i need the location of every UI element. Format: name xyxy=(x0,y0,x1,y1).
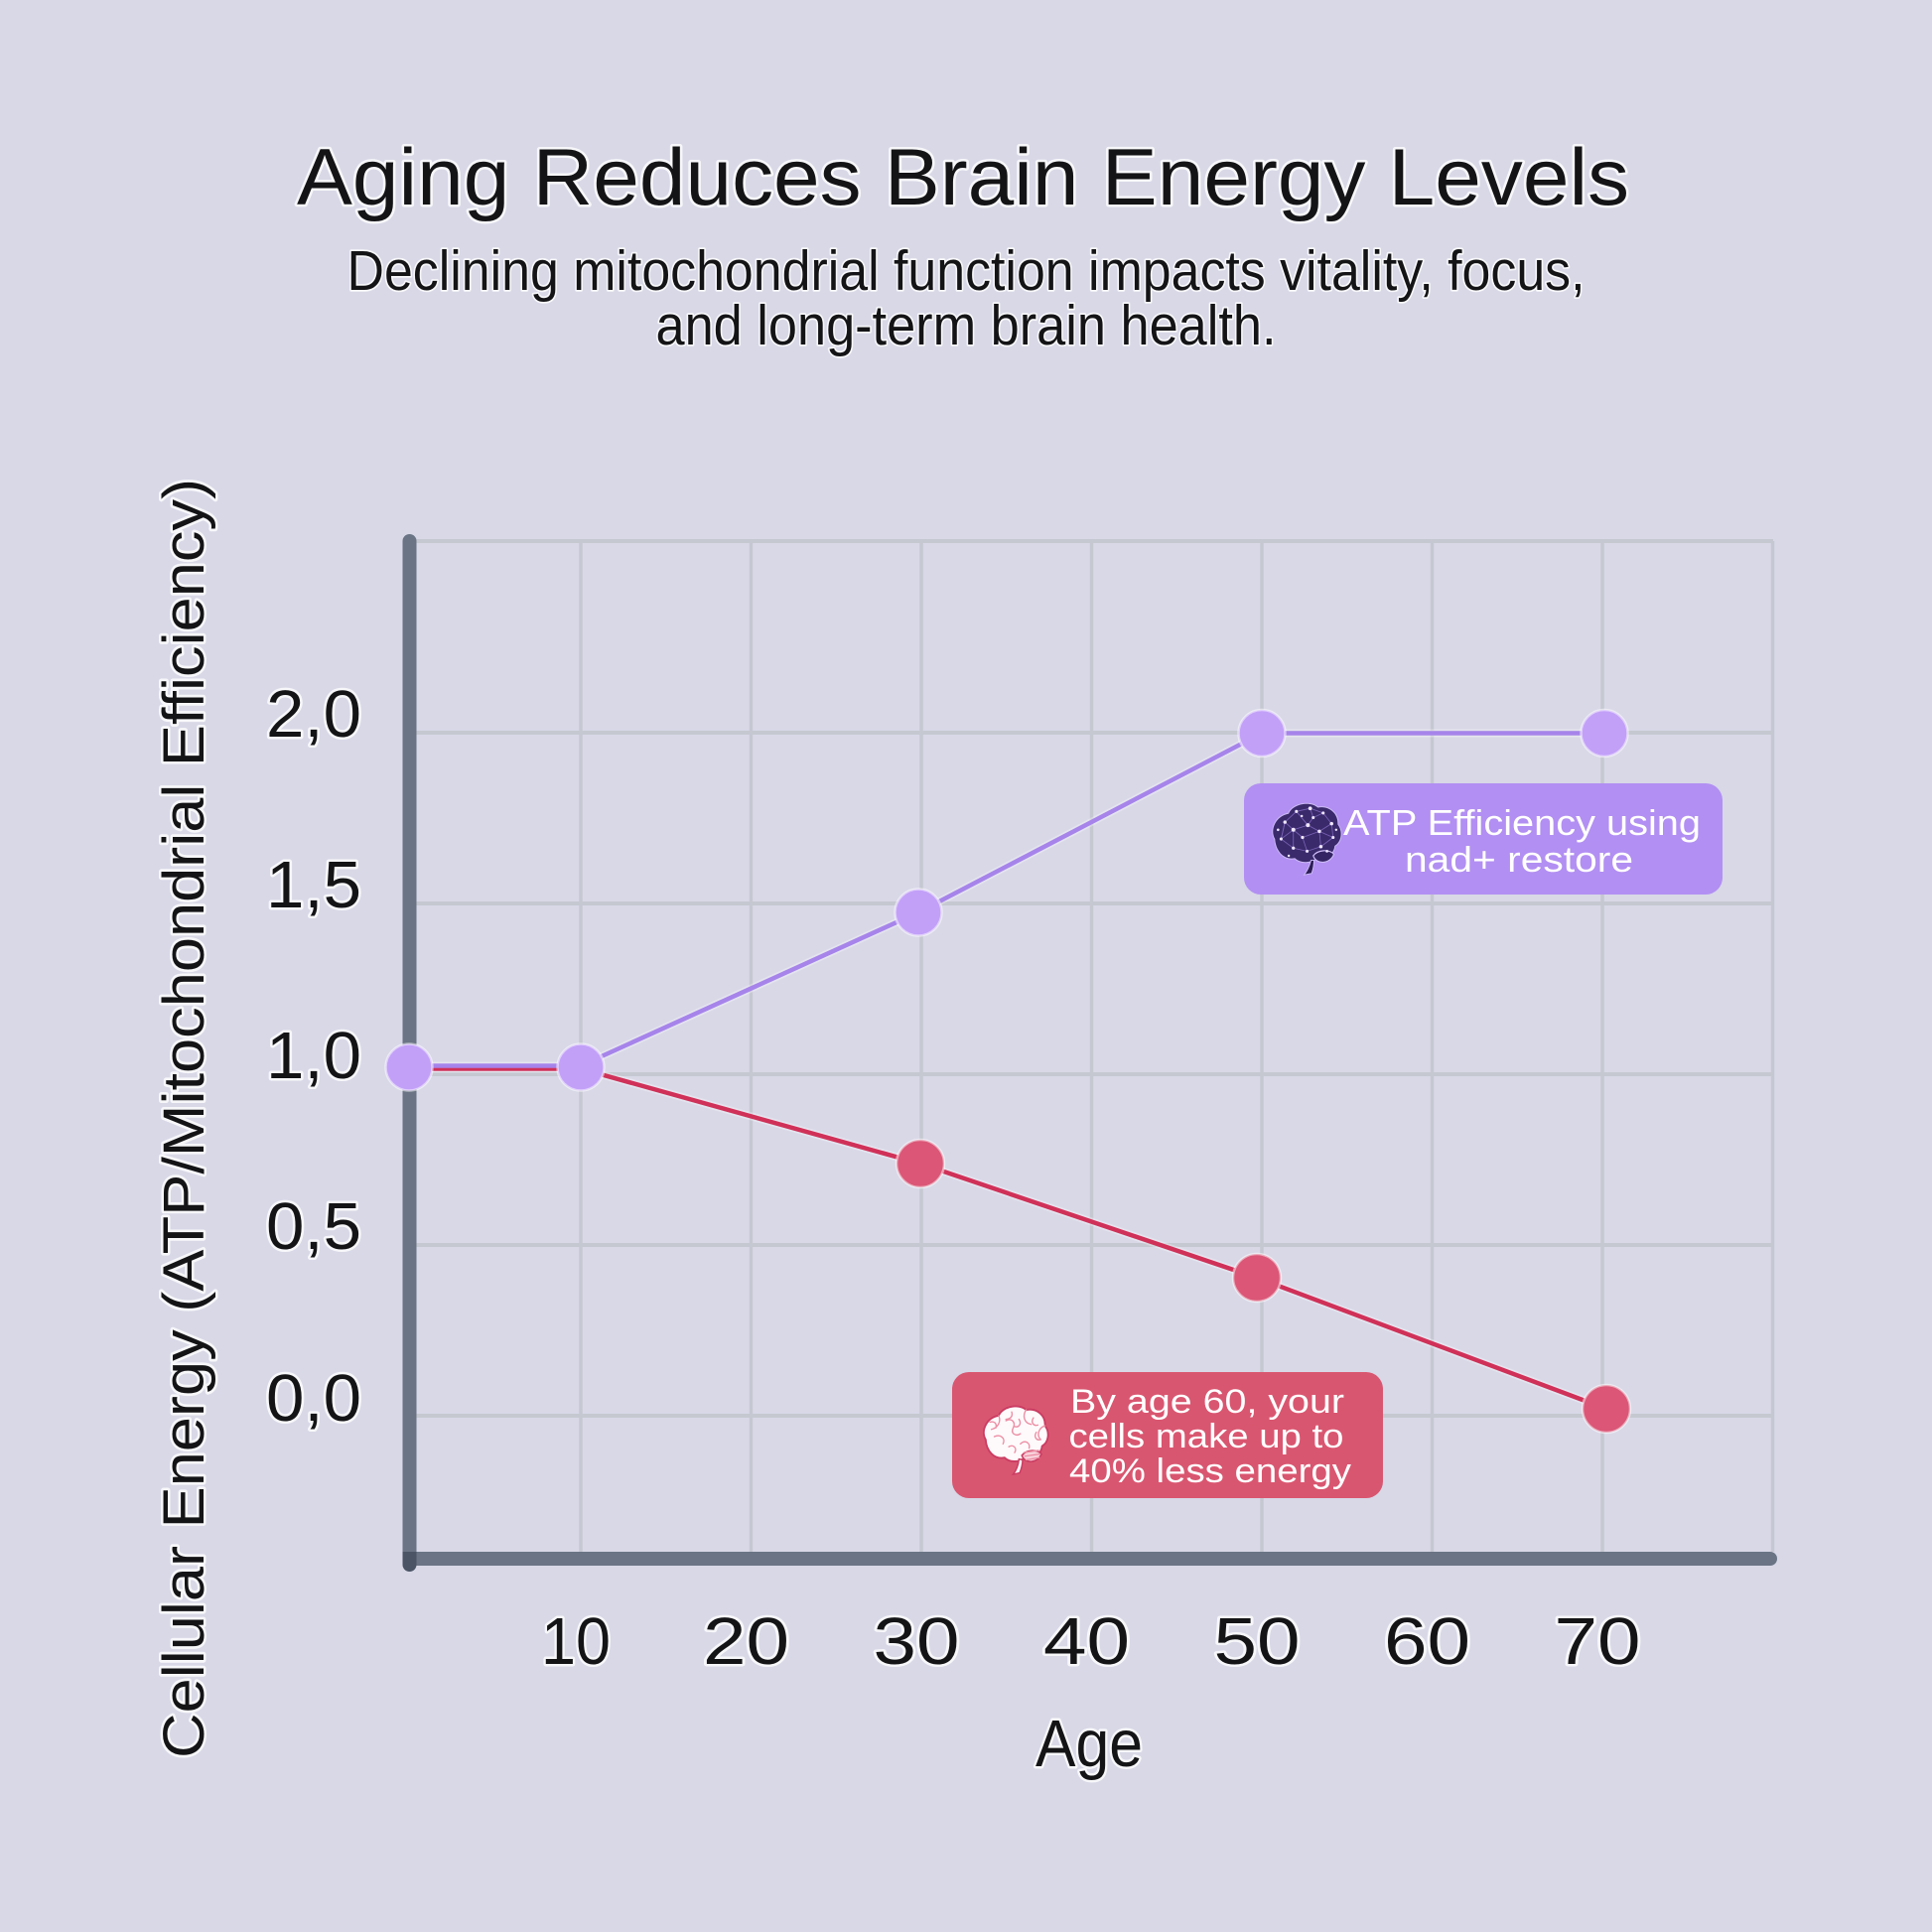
svg-text:0,5: 0,5 xyxy=(266,1189,361,1264)
svg-text:Declining mitochondrial functi: Declining mitochondrial function impacts… xyxy=(347,239,1586,303)
svg-text:40% less energy: 40% less energy xyxy=(1069,1452,1351,1490)
svg-text:ATP Efficiency using: ATP Efficiency using xyxy=(1343,802,1701,843)
svg-text:1,0: 1,0 xyxy=(266,1019,361,1093)
svg-text:nad+ restore: nad+ restore xyxy=(1405,839,1633,880)
svg-text:50: 50 xyxy=(1214,1604,1301,1679)
svg-text:20: 20 xyxy=(703,1604,789,1679)
svg-text:40: 40 xyxy=(1043,1604,1130,1679)
svg-text:Aging Reduces Brain Energy Lev: Aging Reduces Brain Energy Levels xyxy=(297,133,1629,222)
svg-text:cells make up to: cells make up to xyxy=(1069,1418,1344,1455)
svg-text:By age 60, your: By age 60, your xyxy=(1070,1383,1344,1421)
svg-text:10: 10 xyxy=(541,1604,611,1679)
svg-text:Cellular Energy (ATP/Mitochond: Cellular Energy (ATP/Mitochondrial Effic… xyxy=(152,479,216,1758)
svg-text:70: 70 xyxy=(1555,1604,1641,1679)
svg-text:2,0: 2,0 xyxy=(266,677,361,752)
svg-text:1,5: 1,5 xyxy=(266,848,361,922)
svg-text:0,0: 0,0 xyxy=(266,1361,361,1436)
svg-text:60: 60 xyxy=(1384,1604,1470,1679)
svg-text:and long-term brain health.: and long-term brain health. xyxy=(656,294,1277,357)
svg-text:30: 30 xyxy=(874,1604,960,1679)
svg-text:Age: Age xyxy=(1035,1707,1143,1781)
